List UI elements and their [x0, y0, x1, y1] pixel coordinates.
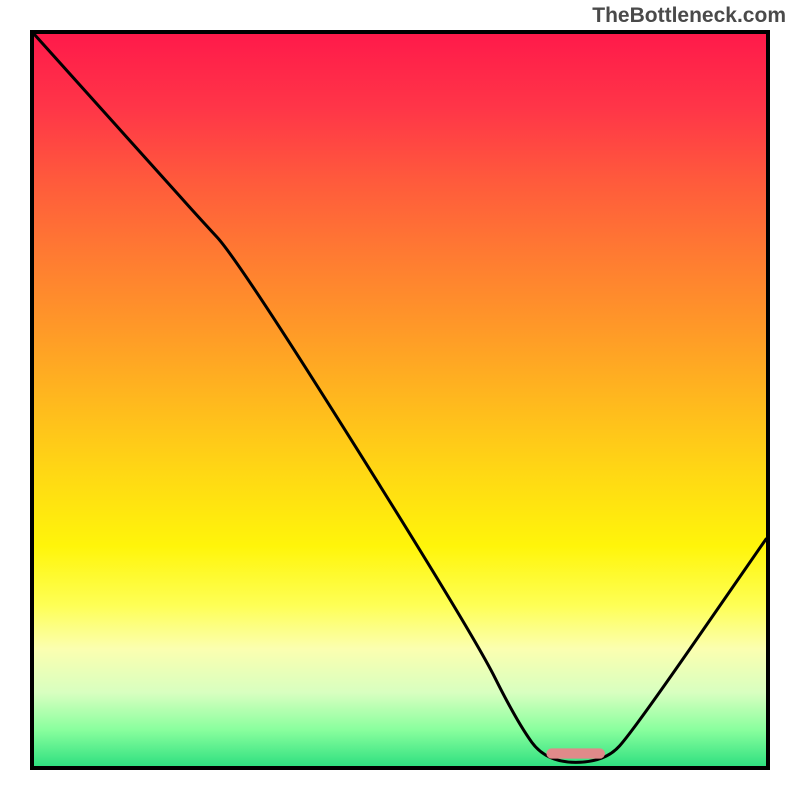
watermark-text: TheBottleneck.com [592, 4, 786, 28]
chart-svg [34, 34, 766, 766]
optimal-marker [546, 748, 605, 758]
chart-background [34, 34, 766, 766]
chart-stage [34, 34, 766, 766]
chart-frame [30, 30, 770, 770]
